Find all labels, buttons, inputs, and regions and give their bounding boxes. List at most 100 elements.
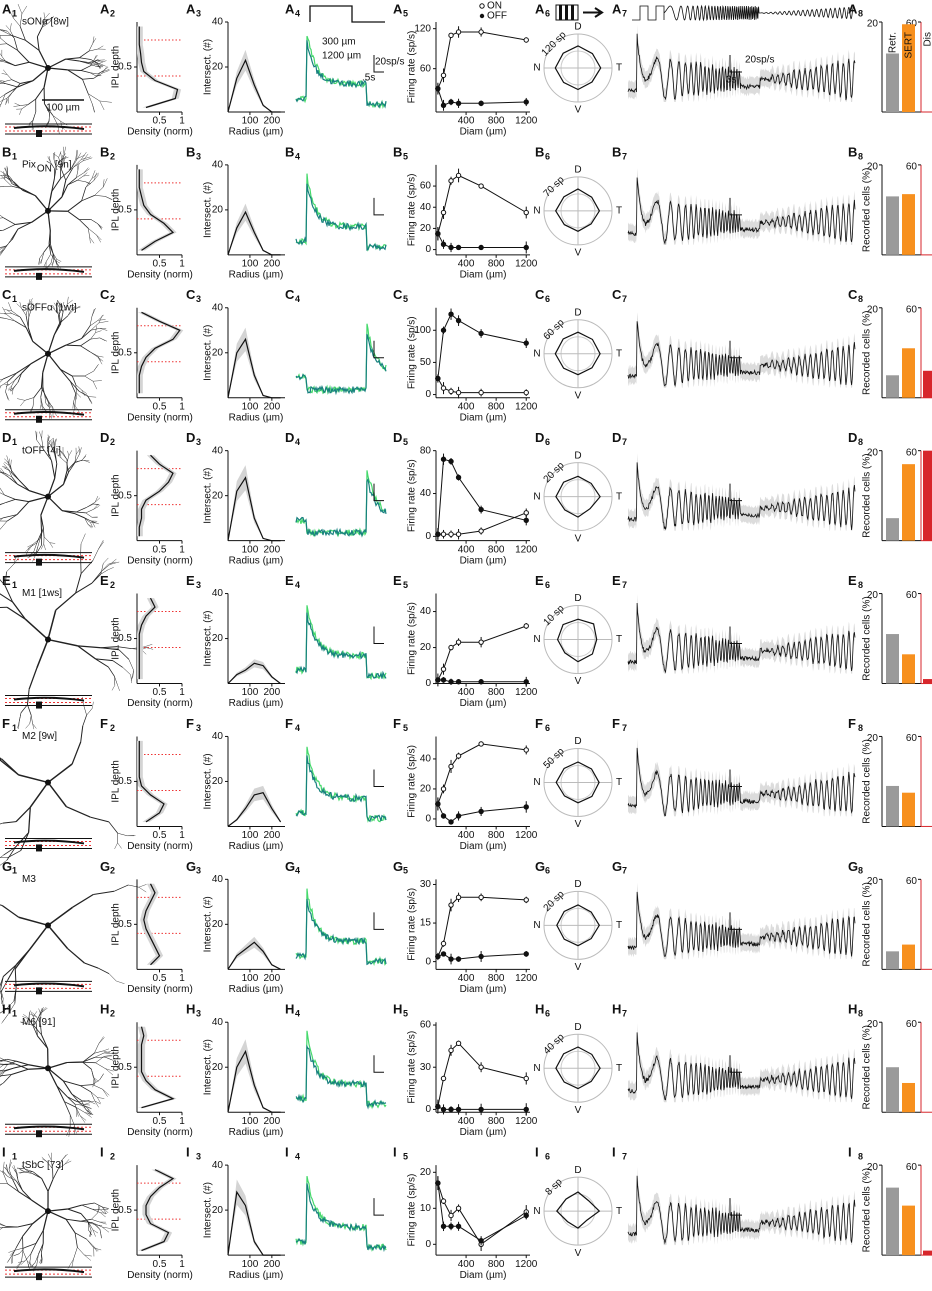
panel-letter: A <box>2 1 12 16</box>
rate-point <box>456 101 460 105</box>
x-axis-label: Diam (µm) <box>460 1270 507 1281</box>
y-tick-label: 40 <box>212 1160 224 1171</box>
dendrite <box>98 315 104 320</box>
bar <box>902 654 915 683</box>
y-tick-label: 40 <box>420 202 432 213</box>
dendrite <box>117 684 119 690</box>
dendrite <box>19 917 48 925</box>
dendrite <box>68 211 80 219</box>
dendrite <box>100 1229 102 1238</box>
dendrite <box>93 1085 103 1090</box>
dendrite <box>65 1159 69 1164</box>
panel-number: 8 <box>858 8 863 18</box>
group-label: Dis <box>923 32 932 46</box>
dendrite <box>53 115 61 121</box>
panel-letter: E <box>612 573 621 588</box>
x-tick-label: 200 <box>264 1116 281 1127</box>
x-tick-label: 400 <box>458 1259 475 1270</box>
dendrite <box>19 713 21 722</box>
sholl-line <box>228 478 281 541</box>
x-tick-label: 200 <box>264 687 281 698</box>
x-tick-label: 100 <box>242 973 259 984</box>
polar-scale-label: 8 sp <box>544 1176 565 1197</box>
dendrite <box>55 464 57 478</box>
dendrite <box>42 1178 48 1191</box>
panel-number: 2 <box>110 1009 115 1019</box>
dendrite <box>92 702 93 708</box>
x-axis-label: Density (norm) <box>127 1270 193 1281</box>
dendrite <box>88 396 96 397</box>
response-trace <box>296 605 386 678</box>
rate-point <box>456 680 460 684</box>
y-tick-label: 20 <box>420 784 432 795</box>
dendrite <box>48 764 72 782</box>
dendrite <box>16 1262 21 1269</box>
panel-letter: H <box>848 1002 857 1017</box>
dendrite <box>93 1079 94 1088</box>
dendrite <box>7 31 14 38</box>
x-axis-label: Diam (µm) <box>460 698 507 709</box>
dendrite <box>0 230 3 232</box>
dendrite <box>41 515 42 532</box>
y-tick-label: 40 <box>212 17 224 28</box>
dendrite <box>10 23 11 30</box>
retina-soma <box>36 987 42 994</box>
dendrite <box>36 87 44 99</box>
rate-point <box>456 1041 460 1045</box>
x-tick-label: 1200 <box>515 401 538 412</box>
rate-point <box>449 245 453 249</box>
dendrite <box>16 807 30 821</box>
dendrite <box>67 1062 83 1063</box>
dendrite <box>57 1086 67 1097</box>
panel-letter: I <box>186 1145 190 1160</box>
x-tick-label: 1 <box>179 259 185 270</box>
x-axis-label: Diam (µm) <box>460 555 507 566</box>
dendrite <box>20 26 25 40</box>
dendrite <box>100 328 108 330</box>
dendrite <box>75 1233 87 1239</box>
dendrite <box>23 1251 27 1261</box>
bar <box>923 371 932 398</box>
rate-point <box>479 1107 483 1111</box>
dendrite <box>68 201 82 211</box>
dendrite <box>98 968 109 974</box>
dendrite <box>101 565 109 572</box>
rate-point <box>449 1048 453 1052</box>
y-axis-label: IPL depth <box>111 1046 122 1088</box>
dendrite <box>65 1161 71 1164</box>
rate-point <box>449 820 453 824</box>
y-axis-label: Intersect. (#) <box>203 610 214 666</box>
dendrite <box>21 1251 22 1262</box>
panel-number: 7 <box>622 294 627 304</box>
dendrite <box>7 564 15 572</box>
response-trace <box>296 470 386 535</box>
x-tick-label: 200 <box>264 401 281 412</box>
sem-band <box>137 741 168 822</box>
y-tick-label: 0 <box>425 531 431 542</box>
x-tick-label: 400 <box>458 687 475 698</box>
direction-label: N <box>533 491 540 502</box>
panel-letter: B <box>285 144 294 159</box>
dendrite <box>33 398 34 407</box>
dendrite <box>115 843 118 849</box>
y-tick-label: 40 <box>420 754 432 765</box>
panel-number: 4 <box>295 437 300 447</box>
dendrite <box>81 534 85 544</box>
dendrite <box>6 499 15 502</box>
dendrite <box>13 1254 19 1256</box>
dendrite <box>94 506 99 509</box>
dendrite <box>13 18 20 26</box>
cell-name: M3 <box>22 874 36 885</box>
dendrite <box>99 1037 104 1044</box>
chirp-stimulus <box>632 6 854 20</box>
dendrite <box>86 513 92 517</box>
rate-point <box>441 667 445 671</box>
panel-letter: A <box>393 1 403 16</box>
dendrite <box>3 224 15 230</box>
rate-point <box>436 802 440 806</box>
bar <box>923 451 932 541</box>
rate-point <box>449 100 453 104</box>
dendrite <box>89 43 93 51</box>
dendrite <box>68 70 83 79</box>
dendrite <box>83 1053 94 1062</box>
